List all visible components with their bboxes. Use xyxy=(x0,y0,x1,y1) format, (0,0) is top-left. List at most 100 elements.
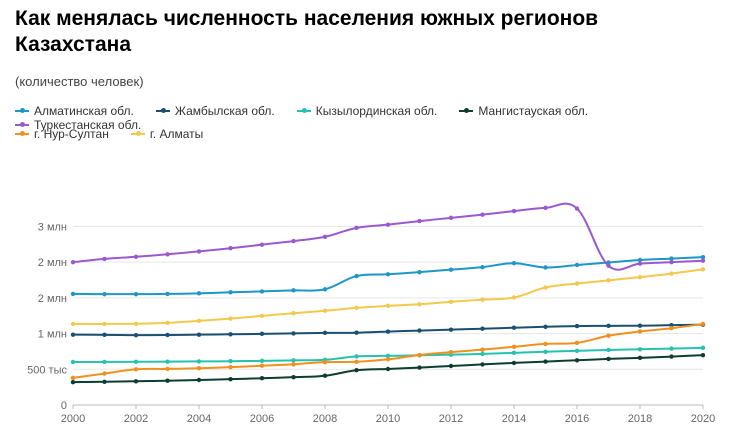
data-point[interactable] xyxy=(165,320,170,326)
data-point[interactable] xyxy=(259,331,265,337)
data-point[interactable] xyxy=(700,345,706,351)
data-point[interactable] xyxy=(606,347,611,353)
data-point[interactable] xyxy=(165,332,170,338)
data-point[interactable] xyxy=(669,354,674,359)
data-point[interactable] xyxy=(637,347,643,352)
data-point[interactable] xyxy=(102,321,107,327)
data-point[interactable] xyxy=(385,303,391,309)
data-point[interactable] xyxy=(669,326,674,331)
data-point[interactable] xyxy=(291,358,296,363)
data-point[interactable] xyxy=(606,333,611,338)
legend-item[interactable]: г. Алматы xyxy=(130,127,203,141)
data-point[interactable] xyxy=(354,305,359,311)
data-point[interactable] xyxy=(417,218,422,224)
data-point[interactable] xyxy=(385,222,391,227)
data-point[interactable] xyxy=(70,259,76,265)
data-point[interactable] xyxy=(259,358,265,364)
data-point[interactable] xyxy=(133,254,139,259)
legend-item[interactable]: Кызылординская обл. xyxy=(296,104,437,118)
data-point[interactable] xyxy=(417,302,422,307)
data-point[interactable] xyxy=(700,254,706,260)
data-point[interactable] xyxy=(291,311,296,316)
data-point[interactable] xyxy=(165,359,170,364)
data-point[interactable] xyxy=(70,379,76,385)
data-point[interactable] xyxy=(259,289,265,294)
data-point[interactable] xyxy=(511,344,517,349)
data-point[interactable] xyxy=(354,368,359,373)
data-point[interactable] xyxy=(543,285,548,290)
data-point[interactable] xyxy=(543,341,548,347)
data-point[interactable] xyxy=(511,350,517,356)
data-point[interactable] xyxy=(385,366,391,372)
data-point[interactable] xyxy=(637,323,643,328)
data-point[interactable] xyxy=(196,359,202,364)
data-point[interactable] xyxy=(196,377,202,383)
data-point[interactable] xyxy=(196,249,202,254)
data-point[interactable] xyxy=(165,291,170,297)
data-point[interactable] xyxy=(385,357,391,362)
data-point[interactable] xyxy=(511,360,517,366)
data-point[interactable] xyxy=(543,265,548,270)
data-point[interactable] xyxy=(574,358,580,363)
data-point[interactable] xyxy=(417,328,422,333)
legend-item[interactable]: Мангистауская обл. xyxy=(459,104,588,118)
data-point[interactable] xyxy=(322,308,328,313)
data-point[interactable] xyxy=(511,325,517,330)
data-point[interactable] xyxy=(228,246,233,251)
data-point[interactable] xyxy=(196,291,202,296)
data-point[interactable] xyxy=(196,366,202,371)
data-point[interactable] xyxy=(165,366,170,372)
data-point[interactable] xyxy=(669,256,674,261)
data-point[interactable] xyxy=(606,278,611,283)
data-point[interactable] xyxy=(669,259,674,265)
data-point[interactable] xyxy=(637,257,643,263)
data-point[interactable] xyxy=(417,365,422,370)
data-point[interactable] xyxy=(291,238,296,244)
data-point[interactable] xyxy=(165,252,170,257)
data-point[interactable] xyxy=(354,359,359,364)
data-point[interactable] xyxy=(133,291,139,297)
data-point[interactable] xyxy=(606,263,611,268)
data-point[interactable] xyxy=(669,322,674,328)
data-point[interactable] xyxy=(700,258,706,263)
data-point[interactable] xyxy=(385,353,391,359)
data-point[interactable] xyxy=(574,206,580,211)
data-point[interactable] xyxy=(354,354,359,359)
data-point[interactable] xyxy=(70,332,76,337)
data-point[interactable] xyxy=(543,359,548,364)
data-point[interactable] xyxy=(606,356,611,362)
data-point[interactable] xyxy=(480,362,485,367)
series-line[interactable] xyxy=(72,202,704,271)
data-point[interactable] xyxy=(259,242,265,247)
data-point[interactable] xyxy=(291,362,296,367)
data-point[interactable] xyxy=(511,208,517,214)
data-point[interactable] xyxy=(133,379,139,384)
data-point[interactable] xyxy=(480,212,485,217)
data-point[interactable] xyxy=(448,327,454,332)
data-point[interactable] xyxy=(70,375,76,381)
data-point[interactable] xyxy=(70,321,76,327)
data-point[interactable] xyxy=(448,299,454,304)
data-point[interactable] xyxy=(133,367,139,372)
data-point[interactable] xyxy=(354,273,359,279)
series-line[interactable] xyxy=(72,268,704,325)
data-point[interactable] xyxy=(228,332,233,337)
data-point[interactable] xyxy=(291,288,296,293)
data-point[interactable] xyxy=(511,261,517,266)
data-point[interactable] xyxy=(574,348,580,354)
data-point[interactable] xyxy=(322,330,328,336)
data-point[interactable] xyxy=(133,332,139,338)
data-point[interactable] xyxy=(637,355,643,361)
data-point[interactable] xyxy=(291,331,296,336)
data-point[interactable] xyxy=(669,271,674,276)
data-point[interactable] xyxy=(322,359,328,365)
data-point[interactable] xyxy=(700,321,706,327)
data-point[interactable] xyxy=(574,281,580,286)
data-point[interactable] xyxy=(700,352,706,358)
data-point[interactable] xyxy=(133,359,139,364)
data-point[interactable] xyxy=(70,359,76,365)
data-point[interactable] xyxy=(259,313,265,319)
data-point[interactable] xyxy=(228,359,233,364)
data-point[interactable] xyxy=(448,267,454,272)
data-point[interactable] xyxy=(228,316,233,321)
